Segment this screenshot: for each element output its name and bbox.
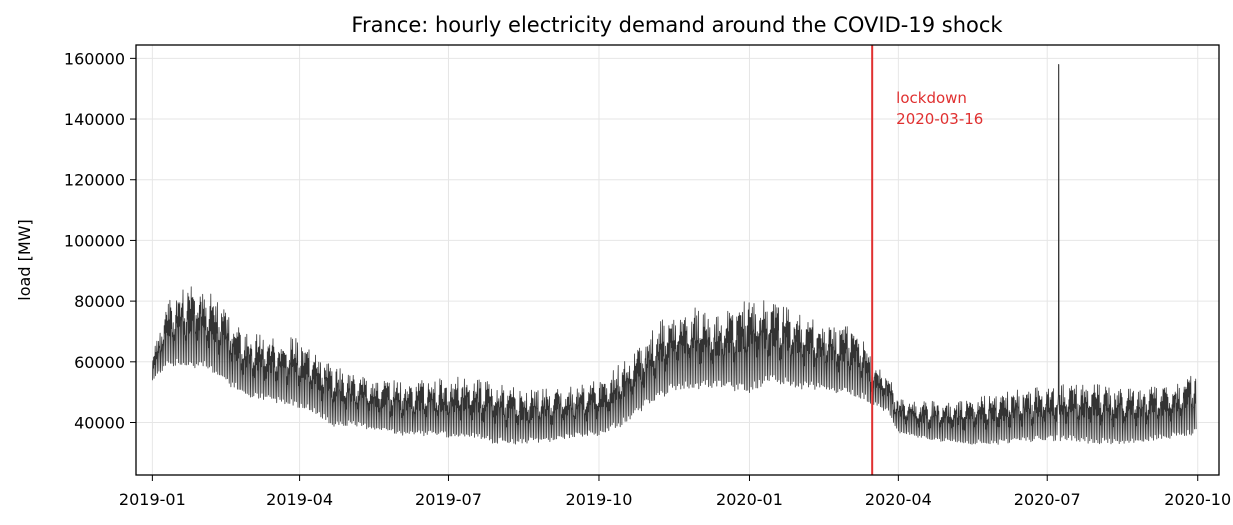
y-tick-label: 100000 [64, 231, 125, 250]
chart-title: France: hourly electricity demand around… [351, 13, 1003, 37]
y-tick-label: 120000 [64, 171, 125, 190]
x-tick-label: 2020-07 [1014, 490, 1081, 509]
x-tick-label: 2019-04 [266, 490, 333, 509]
annotation-text: lockdown [896, 89, 967, 107]
plot-frame [135, 44, 1220, 476]
grid [136, 45, 1219, 475]
x-tick-label: 2019-10 [566, 490, 633, 509]
series-line [152, 64, 1197, 445]
annotation-text: 2020-03-16 [896, 110, 983, 128]
x-tick-label: 2020-01 [716, 490, 783, 509]
y-tick-label: 160000 [64, 49, 125, 68]
y-tick-label: 60000 [74, 353, 125, 372]
y-tick-label: 140000 [64, 110, 125, 129]
annotations: lockdown 2020-03-16 [871, 45, 983, 475]
plot-data [152, 64, 1197, 445]
ticks: 2019-01 2019-04 2019-07 2019-10 2020-01 2020-… [64, 49, 1231, 509]
y-tick-label: 40000 [74, 414, 125, 433]
x-tick-label: 2020-10 [1164, 490, 1231, 509]
y-tick-label: 80000 [74, 292, 125, 311]
x-tick-label: 2019-07 [415, 490, 482, 509]
x-tick-label: 2019-01 [119, 490, 186, 509]
y-axis-label: load [MW] [15, 219, 34, 300]
x-tick-label: 2020-04 [865, 490, 932, 509]
